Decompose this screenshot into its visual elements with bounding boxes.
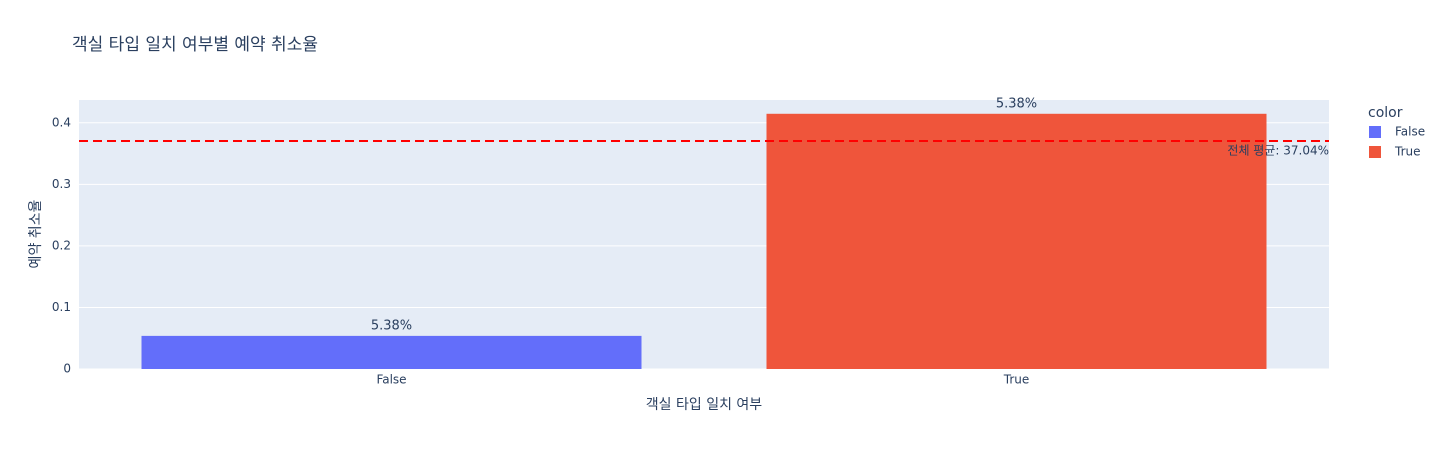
y-tick-label: 0.3 (52, 177, 71, 191)
bar (141, 335, 642, 369)
x-axis-title: 객실 타입 일치 여부 (646, 397, 763, 413)
y-tick-label: 0.4 (52, 115, 71, 129)
legend-swatch (1369, 146, 1381, 158)
reference-label: 전체 평균: 37.04% (1227, 143, 1329, 157)
x-tick-label: True (1003, 373, 1030, 387)
legend-label: True (1394, 145, 1421, 159)
legend-title: color (1368, 105, 1403, 121)
y-tick-label: 0.2 (52, 238, 71, 252)
bar-text: 5.38% (371, 318, 412, 333)
chart-title: 객실 타입 일치 여부별 예약 취소율 (72, 35, 318, 55)
bar (766, 113, 1267, 369)
bar-text: 5.38% (996, 96, 1037, 111)
y-axis-title: 예약 취소율 (28, 199, 44, 268)
y-tick-label: 0.1 (52, 300, 71, 314)
y-tick-label: 0 (63, 362, 71, 376)
legend-swatch (1369, 126, 1381, 138)
x-tick-label: False (376, 373, 406, 387)
legend-label: False (1395, 125, 1425, 139)
